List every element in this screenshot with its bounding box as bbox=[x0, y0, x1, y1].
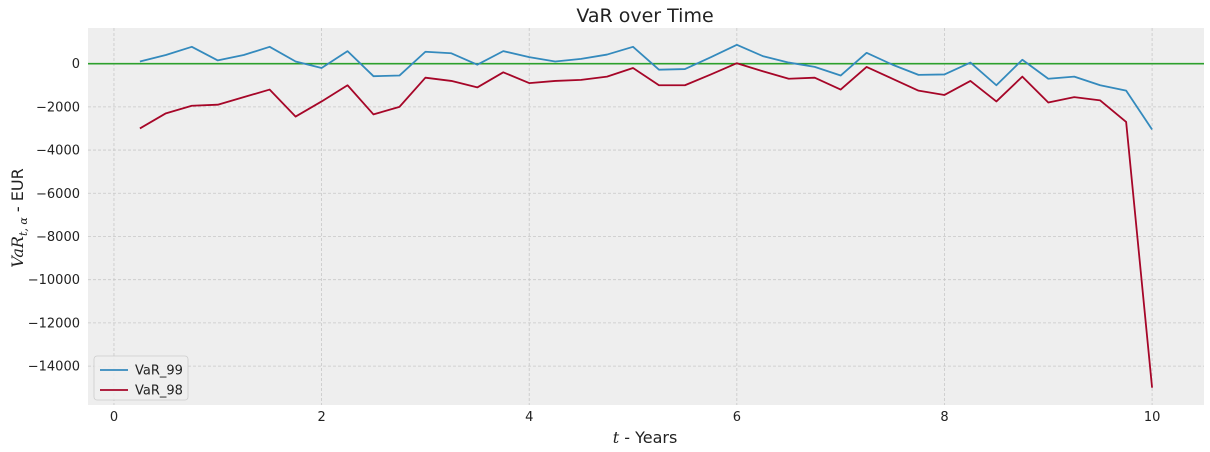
y-tick-label: −12000 bbox=[28, 316, 80, 331]
x-tick-label: 2 bbox=[317, 410, 325, 425]
y-tick-label: −14000 bbox=[28, 360, 80, 375]
x-tick-label: 10 bbox=[1144, 410, 1161, 425]
y-tick-label: −2000 bbox=[36, 100, 80, 115]
x-axis-title-math: t bbox=[613, 428, 620, 447]
legend-label: VaR_98 bbox=[135, 384, 183, 399]
plot-area bbox=[88, 28, 1204, 405]
series-line-var-99 bbox=[139, 43, 1153, 131]
series-group bbox=[139, 43, 1153, 388]
y-tick-label: −6000 bbox=[36, 187, 80, 202]
y-tick-label: −10000 bbox=[28, 273, 80, 288]
x-tick-label: 6 bbox=[733, 410, 741, 425]
x-tick-label: 4 bbox=[525, 410, 533, 425]
x-tick-label: 0 bbox=[110, 410, 118, 425]
y-axis-title-math: VaR bbox=[8, 236, 27, 268]
legend-box bbox=[93, 355, 189, 401]
series-line-var-98 bbox=[139, 62, 1153, 388]
x-axis-title-text: - Years bbox=[619, 428, 677, 447]
y-axis-title-text: - EUR bbox=[8, 168, 27, 217]
x-axis-ticks: 0 2 4 6 8 10 bbox=[110, 410, 1161, 425]
y-axis-title: VaRt, α - EUR bbox=[8, 168, 30, 267]
legend: VaR_99 VaR_98 bbox=[93, 355, 189, 401]
x-axis-title: t - Years bbox=[613, 428, 678, 447]
y-axis-title-sub: t, α bbox=[17, 217, 30, 236]
x-tick-label: 8 bbox=[940, 410, 948, 425]
y-tick-label: −4000 bbox=[36, 144, 80, 159]
y-tick-label: −8000 bbox=[36, 230, 80, 245]
chart-title: VaR over Time bbox=[576, 5, 713, 27]
legend-label: VaR_99 bbox=[135, 364, 183, 379]
y-tick-label: 0 bbox=[72, 57, 80, 72]
y-axis-ticks: 0 −2000 −4000 −6000 −8000 −10000 −12000 −14000 bbox=[28, 57, 80, 374]
